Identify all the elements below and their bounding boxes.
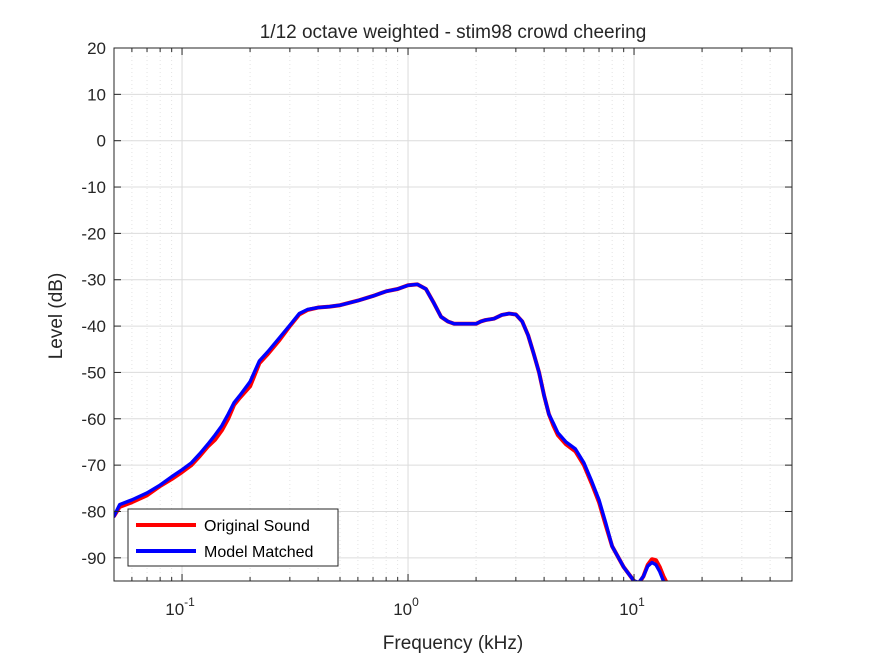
chart-title: 1/12 octave weighted - stim98 crowd chee… (260, 22, 647, 43)
x-tick-label: 10-1 (165, 595, 195, 619)
y-tick-label: -60 (81, 410, 106, 429)
y-tick-label: 0 (97, 132, 106, 151)
axes-box (113, 47, 793, 582)
x-tick-label: 100 (393, 595, 419, 619)
legend-label-model-matched: Model Matched (204, 544, 313, 561)
x-axis-label: Frequency (kHz) (383, 633, 523, 654)
grid (113, 47, 793, 581)
y-tick-label: 20 (87, 39, 106, 58)
legend-box (127, 508, 339, 567)
legend: Original Sound Model Matched (127, 508, 339, 567)
y-tick-label: -10 (81, 178, 106, 197)
x-tick-label: 101 (619, 595, 645, 619)
series-group (114, 282, 669, 581)
series-line-model-matched (114, 282, 666, 581)
y-tick-label: -40 (81, 317, 106, 336)
y-tick-label: -80 (81, 502, 106, 521)
y-tick-label: -50 (81, 363, 106, 382)
y-tick-label: 10 (87, 85, 106, 104)
legend-label-original-sound: Original Sound (204, 518, 310, 535)
y-tick-label: -20 (81, 224, 106, 243)
y-tick-label: -70 (81, 456, 106, 475)
y-tick-label: -90 (81, 549, 106, 568)
y-tick-label: -30 (81, 271, 106, 290)
y-axis-label: Level (dB) (46, 273, 67, 360)
